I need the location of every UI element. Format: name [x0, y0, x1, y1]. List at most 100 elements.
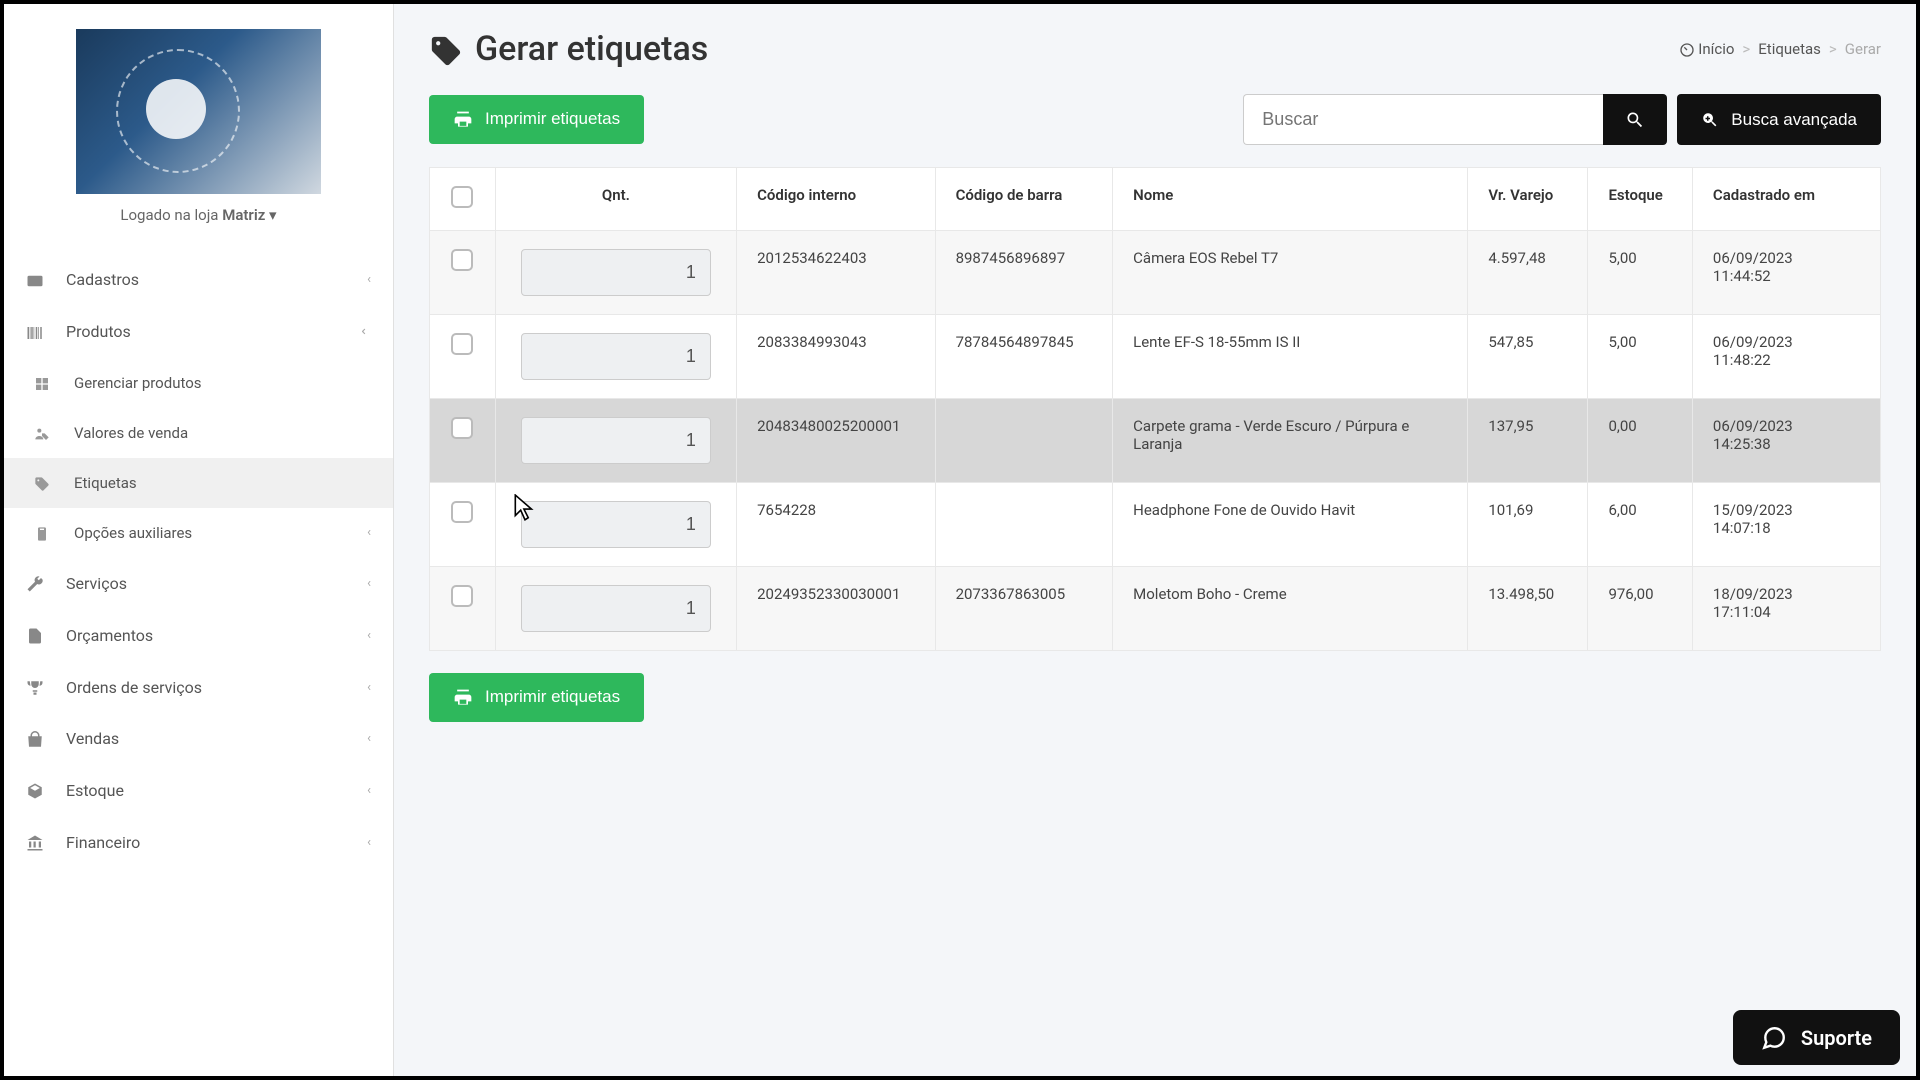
- cell-código-interno: 2012534622403: [737, 231, 935, 315]
- col-header-código-de-barra: Código de barra: [935, 168, 1113, 231]
- boxes-icon: [34, 374, 56, 392]
- breadcrumb-etiquetas[interactable]: Etiquetas: [1758, 40, 1821, 58]
- table-row[interactable]: 7654228Headphone Fone de Ouvido Havit101…: [430, 483, 1881, 567]
- nav-label: Produtos: [66, 322, 131, 341]
- chevron-right-icon: ‹: [367, 835, 371, 850]
- search-icon: [1625, 109, 1645, 129]
- breadcrumb-gerar: Gerar: [1845, 40, 1881, 58]
- chat-icon: [1761, 1024, 1787, 1051]
- nav-label: Ordens de serviços: [66, 678, 202, 697]
- col-header-estoque: Estoque: [1588, 168, 1692, 231]
- cell-cadastrado-em: 15/09/202314:07:18: [1692, 483, 1880, 567]
- page-title: Gerar etiquetas: [429, 29, 708, 69]
- sidebar: Logado na loja Matriz ▾ Cadastros‹Produt…: [4, 4, 394, 1076]
- cell-checkbox: [430, 567, 496, 651]
- nav-label: Orçamentos: [66, 626, 153, 645]
- sidebar-item-produtos[interactable]: Produtos ⌄: [4, 306, 393, 358]
- cell-vr-varejo: 137,95: [1468, 399, 1588, 483]
- row-checkbox[interactable]: [451, 501, 473, 523]
- products-table: Qnt.Código internoCódigo de barraNomeVr.…: [429, 167, 1881, 651]
- cell-código-de-barra: 78784564897845: [935, 315, 1113, 399]
- nav-label: Opções auxiliares: [74, 524, 192, 542]
- table-row[interactable]: 20483480025200001Carpete grama - Verde E…: [430, 399, 1881, 483]
- cell-vr-varejo: 4.597,48: [1468, 231, 1588, 315]
- sidebar-item-opções-auxiliares[interactable]: Opções auxiliares ‹: [4, 508, 393, 558]
- nav-label: Vendas: [66, 729, 119, 748]
- store-name: Matriz: [222, 206, 265, 224]
- cell-qnt-: [495, 399, 736, 483]
- quantity-input[interactable]: [521, 417, 711, 464]
- col-header-checkbox: [430, 168, 496, 231]
- cell-código-interno: 20249352330030001: [737, 567, 935, 651]
- sidebar-item-ordens-de-serviços[interactable]: Ordens de serviços‹: [4, 661, 393, 713]
- cell-qnt-: [495, 231, 736, 315]
- print-label-text: Imprimir etiquetas: [485, 687, 620, 707]
- store-logo: [76, 29, 321, 194]
- barcode-icon: [26, 322, 48, 342]
- print-icon: [453, 109, 473, 130]
- sidebar-item-etiquetas[interactable]: Etiquetas: [4, 458, 393, 508]
- support-widget[interactable]: Suporte: [1733, 1010, 1900, 1065]
- select-all-checkbox[interactable]: [451, 186, 473, 208]
- cell-código-de-barra: 8987456896897: [935, 231, 1113, 315]
- col-header-cadastrado-em: Cadastrado em: [1692, 168, 1880, 231]
- row-checkbox[interactable]: [451, 249, 473, 271]
- row-checkbox[interactable]: [451, 417, 473, 439]
- table-row[interactable]: 202493523300300012073367863005Moletom Bo…: [430, 567, 1881, 651]
- sidebar-item-cadastros[interactable]: Cadastros‹: [4, 254, 393, 306]
- col-header-código-interno: Código interno: [737, 168, 935, 231]
- advanced-search-text: Busca avançada: [1731, 110, 1857, 130]
- cell-código-de-barra: [935, 483, 1113, 567]
- chevron-right-icon: ‹: [367, 783, 371, 798]
- sidebar-item-serviços[interactable]: Serviços‹: [4, 558, 393, 610]
- sidebar-item-financeiro[interactable]: Financeiro‹: [4, 816, 393, 868]
- print-labels-button-bottom[interactable]: Imprimir etiquetas: [429, 673, 644, 722]
- logged-store-selector[interactable]: Logado na loja Matriz ▾: [4, 194, 393, 244]
- breadcrumb-separator: >: [1829, 40, 1837, 58]
- cell-nome: Carpete grama - Verde Escuro / Púrpura e…: [1113, 399, 1468, 483]
- cell-checkbox: [430, 315, 496, 399]
- cell-nome: Câmera EOS Rebel T7: [1113, 231, 1468, 315]
- wrench-icon: [26, 574, 48, 594]
- price-tag-user-icon: [34, 424, 56, 442]
- row-checkbox[interactable]: [451, 585, 473, 607]
- support-label: Suporte: [1801, 1026, 1872, 1050]
- cell-vr-varejo: 547,85: [1468, 315, 1588, 399]
- cell-cadastrado-em: 06/09/202311:48:22: [1692, 315, 1880, 399]
- row-checkbox[interactable]: [451, 333, 473, 355]
- breadcrumb-início[interactable]: Início: [1679, 40, 1735, 58]
- table-row[interactable]: 20125346224038987456896897Câmera EOS Reb…: [430, 231, 1881, 315]
- nav-label: Estoque: [66, 781, 124, 800]
- cell-nome: Moletom Boho - Creme: [1113, 567, 1468, 651]
- nav-label: Gerenciar produtos: [74, 374, 202, 392]
- chevron-down-icon: ⌄: [358, 326, 373, 337]
- sidebar-item-gerenciar-produtos[interactable]: Gerenciar produtos: [4, 358, 393, 408]
- print-labels-button[interactable]: Imprimir etiquetas: [429, 95, 644, 144]
- nav-label: Valores de venda: [74, 424, 188, 442]
- sidebar-item-orçamentos[interactable]: Orçamentos‹: [4, 609, 393, 661]
- page-title-text: Gerar etiquetas: [475, 29, 708, 69]
- cell-nome: Lente EF-S 18-55mm IS II: [1113, 315, 1468, 399]
- sidebar-item-vendas[interactable]: Vendas‹: [4, 713, 393, 765]
- search-button[interactable]: [1603, 94, 1667, 145]
- cell-nome: Headphone Fone de Ouvido Havit: [1113, 483, 1468, 567]
- quantity-input[interactable]: [521, 333, 711, 380]
- quantity-input[interactable]: [521, 501, 711, 548]
- col-header-vr-varejo: Vr. Varejo: [1468, 168, 1588, 231]
- cell-estoque: 5,00: [1588, 315, 1692, 399]
- sidebar-item-estoque[interactable]: Estoque ‹: [4, 765, 393, 817]
- advanced-search-button[interactable]: Busca avançada: [1677, 94, 1881, 145]
- clipboard-icon: [34, 524, 56, 542]
- search-plus-icon: [1701, 110, 1719, 130]
- breadcrumb-separator: >: [1742, 40, 1750, 58]
- quantity-input[interactable]: [521, 585, 711, 632]
- table-row[interactable]: 208338499304378784564897845Lente EF-S 18…: [430, 315, 1881, 399]
- col-header-nome: Nome: [1113, 168, 1468, 231]
- cell-cadastrado-em: 18/09/202317:11:04: [1692, 567, 1880, 651]
- search-input[interactable]: [1243, 94, 1603, 145]
- chevron-right-icon: ‹: [367, 525, 371, 540]
- logo-area: Logado na loja Matriz ▾: [4, 4, 393, 254]
- cube-icon: [26, 781, 48, 801]
- sidebar-item-valores-de-venda[interactable]: Valores de venda: [4, 408, 393, 458]
- quantity-input[interactable]: [521, 249, 711, 296]
